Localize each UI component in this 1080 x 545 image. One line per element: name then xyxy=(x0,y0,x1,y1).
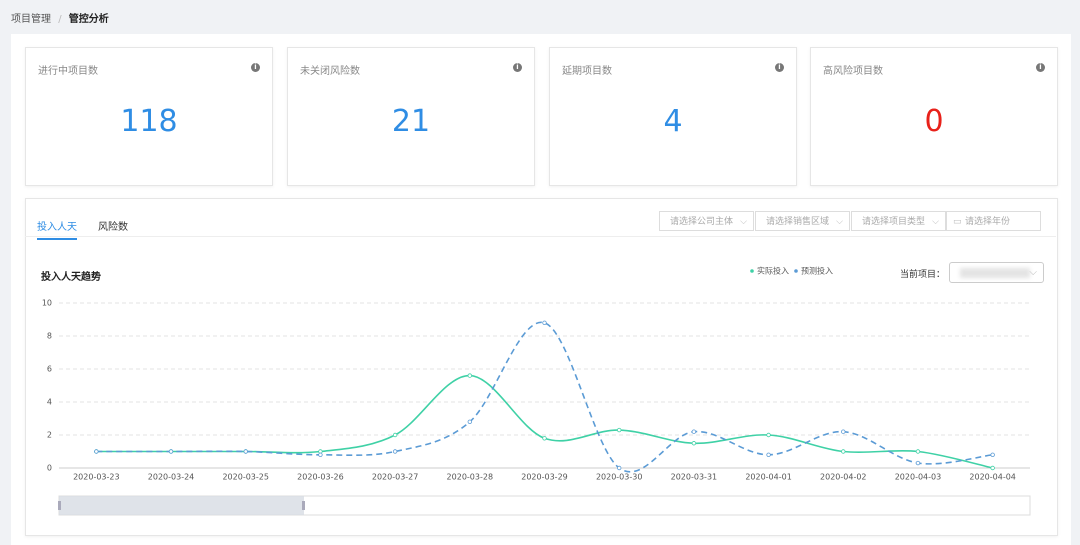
tab-divider xyxy=(25,236,1056,237)
y-tick-label: 2 xyxy=(47,431,52,440)
x-tick-label: 2020-03-24 xyxy=(148,473,195,482)
chart-title: 投入人天趋势 xyxy=(41,272,101,283)
info-icon: i xyxy=(251,63,260,72)
y-tick-label: 6 xyxy=(47,365,52,374)
legend-label[interactable]: 预测投入 xyxy=(801,266,833,276)
project-select[interactable]: ⌵ xyxy=(949,262,1044,283)
filter-placeholder: 请选择年份 xyxy=(965,217,1011,227)
filter-select[interactable]: 请选择项目类型 ⌵ xyxy=(851,211,946,231)
x-tick-label: 2020-03-31 xyxy=(671,473,718,482)
data-point xyxy=(318,452,323,457)
card-value: 0 xyxy=(924,104,944,139)
info-icon: i xyxy=(1036,63,1045,72)
legend-label[interactable]: 实际投入 xyxy=(757,266,789,276)
data-point xyxy=(616,465,622,471)
x-tick-label: 2020-03-27 xyxy=(372,473,419,482)
data-point xyxy=(691,441,697,446)
y-tick-label: 4 xyxy=(47,398,52,407)
x-tick-label: 2020-03-29 xyxy=(521,473,568,482)
series-line xyxy=(96,321,993,473)
filter-placeholder: 请选择项目类型 xyxy=(862,217,926,227)
data-point xyxy=(915,449,921,454)
data-point xyxy=(392,432,398,438)
x-tick-label: 2020-03-26 xyxy=(297,473,344,482)
data-point xyxy=(467,419,473,424)
stat-card: 进行中项目数 i 118 xyxy=(25,47,273,186)
x-tick-label: 2020-04-03 xyxy=(895,473,942,482)
data-point xyxy=(243,449,248,454)
chevron: ⌵ xyxy=(932,217,939,227)
filter-select[interactable]: 请选择公司主体 ⌵ xyxy=(659,211,754,231)
zoom-handle xyxy=(302,501,305,510)
breadcrumb: 项目管理 / 管控分析 xyxy=(11,10,109,25)
filter-select[interactable]: 请选择年份 ▭ xyxy=(946,211,1041,231)
breadcrumb-item[interactable]: 项目管理 xyxy=(11,14,51,25)
data-point xyxy=(467,373,473,378)
data-point xyxy=(94,449,99,454)
chart-panel xyxy=(25,198,1058,536)
x-tick-label: 2020-04-02 xyxy=(820,473,867,482)
data-point xyxy=(392,449,398,454)
data-point xyxy=(691,429,697,434)
stat-card: 延期项目数 i 4 xyxy=(549,47,797,186)
data-point xyxy=(990,465,995,471)
filter-select[interactable]: 请选择销售区域 ⌵ xyxy=(755,211,850,231)
stat-card: 未关闭风险数 i 21 xyxy=(287,47,535,186)
filter-placeholder: 请选择公司主体 xyxy=(670,217,734,227)
tab[interactable]: 风险数 xyxy=(98,222,128,233)
data-point xyxy=(841,429,846,434)
series-line xyxy=(96,374,993,469)
calendar-icon: ▭ xyxy=(953,217,962,227)
y-tick-label: 0 xyxy=(47,464,52,473)
chevron: ⌵ xyxy=(1029,267,1037,278)
breadcrumb-separator: / xyxy=(58,14,62,25)
breadcrumb-item: 管控分析 xyxy=(68,14,109,25)
filter-placeholder: 请选择销售区域 xyxy=(766,217,830,227)
data-point xyxy=(542,320,547,325)
zoom-handle xyxy=(58,501,61,510)
x-tick-label: 2020-03-23 xyxy=(73,473,120,482)
stat-card: 高风险项目数 i 0 xyxy=(810,47,1058,186)
data-point xyxy=(766,452,771,457)
card-value: 21 xyxy=(391,104,431,139)
x-tick-label: 2020-03-30 xyxy=(596,473,643,482)
zoom-window xyxy=(59,496,304,515)
data-point xyxy=(841,449,846,454)
legend-dot xyxy=(794,269,798,273)
x-tick-label: 2020-03-28 xyxy=(447,473,494,482)
tab[interactable]: 投入人天 xyxy=(37,218,77,240)
data-point xyxy=(168,449,174,454)
data-point xyxy=(766,432,771,438)
data-point xyxy=(990,452,995,457)
card-value: 118 xyxy=(120,104,178,139)
legend-dot xyxy=(750,269,754,273)
x-tick-label: 2020-04-04 xyxy=(969,473,1016,482)
chevron: ⌵ xyxy=(740,217,747,227)
info-icon: i xyxy=(513,63,522,72)
y-tick-label: 8 xyxy=(47,332,52,341)
card-label: 未关闭风险数 xyxy=(300,66,360,77)
current-project-label: 当前项目： xyxy=(900,270,946,280)
info-icon: i xyxy=(775,63,784,72)
card-value: 4 xyxy=(663,104,683,139)
blurred-value xyxy=(960,268,1030,278)
card-label: 进行中项目数 xyxy=(38,66,98,77)
y-tick-label: 10 xyxy=(42,299,52,308)
card-label: 高风险项目数 xyxy=(823,66,883,77)
card-label: 延期项目数 xyxy=(562,66,612,77)
data-point xyxy=(542,436,547,441)
data-point xyxy=(915,460,921,466)
data-point xyxy=(616,427,622,433)
x-tick-label: 2020-03-25 xyxy=(222,473,269,482)
x-tick-label: 2020-04-01 xyxy=(745,473,792,482)
chevron: ⌵ xyxy=(836,217,843,227)
